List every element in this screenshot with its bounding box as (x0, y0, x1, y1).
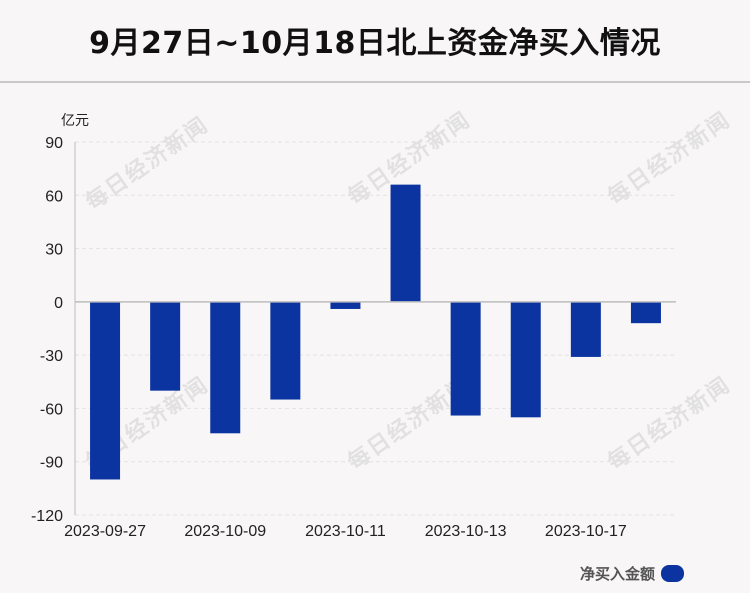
y-tick-label: -120 (31, 508, 63, 525)
y-tick-label: 60 (45, 188, 63, 205)
x-tick-label: 2023-10-13 (425, 523, 507, 540)
bar (510, 301, 541, 418)
title-divider (0, 81, 750, 83)
chart-title: 9月27日~10月18日北上资金净买入情况 (89, 26, 661, 61)
bar (450, 301, 481, 416)
legend: 净买入金额 (580, 562, 684, 584)
y-tick-label: -30 (40, 348, 63, 365)
bar (570, 301, 601, 357)
bar (270, 301, 301, 400)
bar (630, 301, 661, 324)
x-tick-label: 2023-09-27 (64, 523, 146, 540)
x-tick-label: 2023-10-09 (184, 523, 266, 540)
bar (210, 301, 241, 434)
y-tick-label: -60 (40, 401, 63, 418)
legend-swatch (661, 564, 684, 582)
bar (90, 301, 121, 480)
y-tick-label: 30 (45, 242, 63, 259)
x-tick-label: 2023-10-11 (305, 523, 386, 540)
bar (150, 301, 181, 391)
legend-label: 净买入金额 (579, 564, 655, 583)
y-tick-label: -90 (40, 455, 63, 472)
bar (390, 184, 421, 302)
y-tick-label: 0 (54, 295, 63, 312)
y-tick-label: 90 (45, 135, 63, 152)
bar (330, 301, 361, 309)
x-tick-label: 2023-10-17 (545, 523, 627, 540)
y-axis-unit: 亿元 (61, 113, 89, 129)
